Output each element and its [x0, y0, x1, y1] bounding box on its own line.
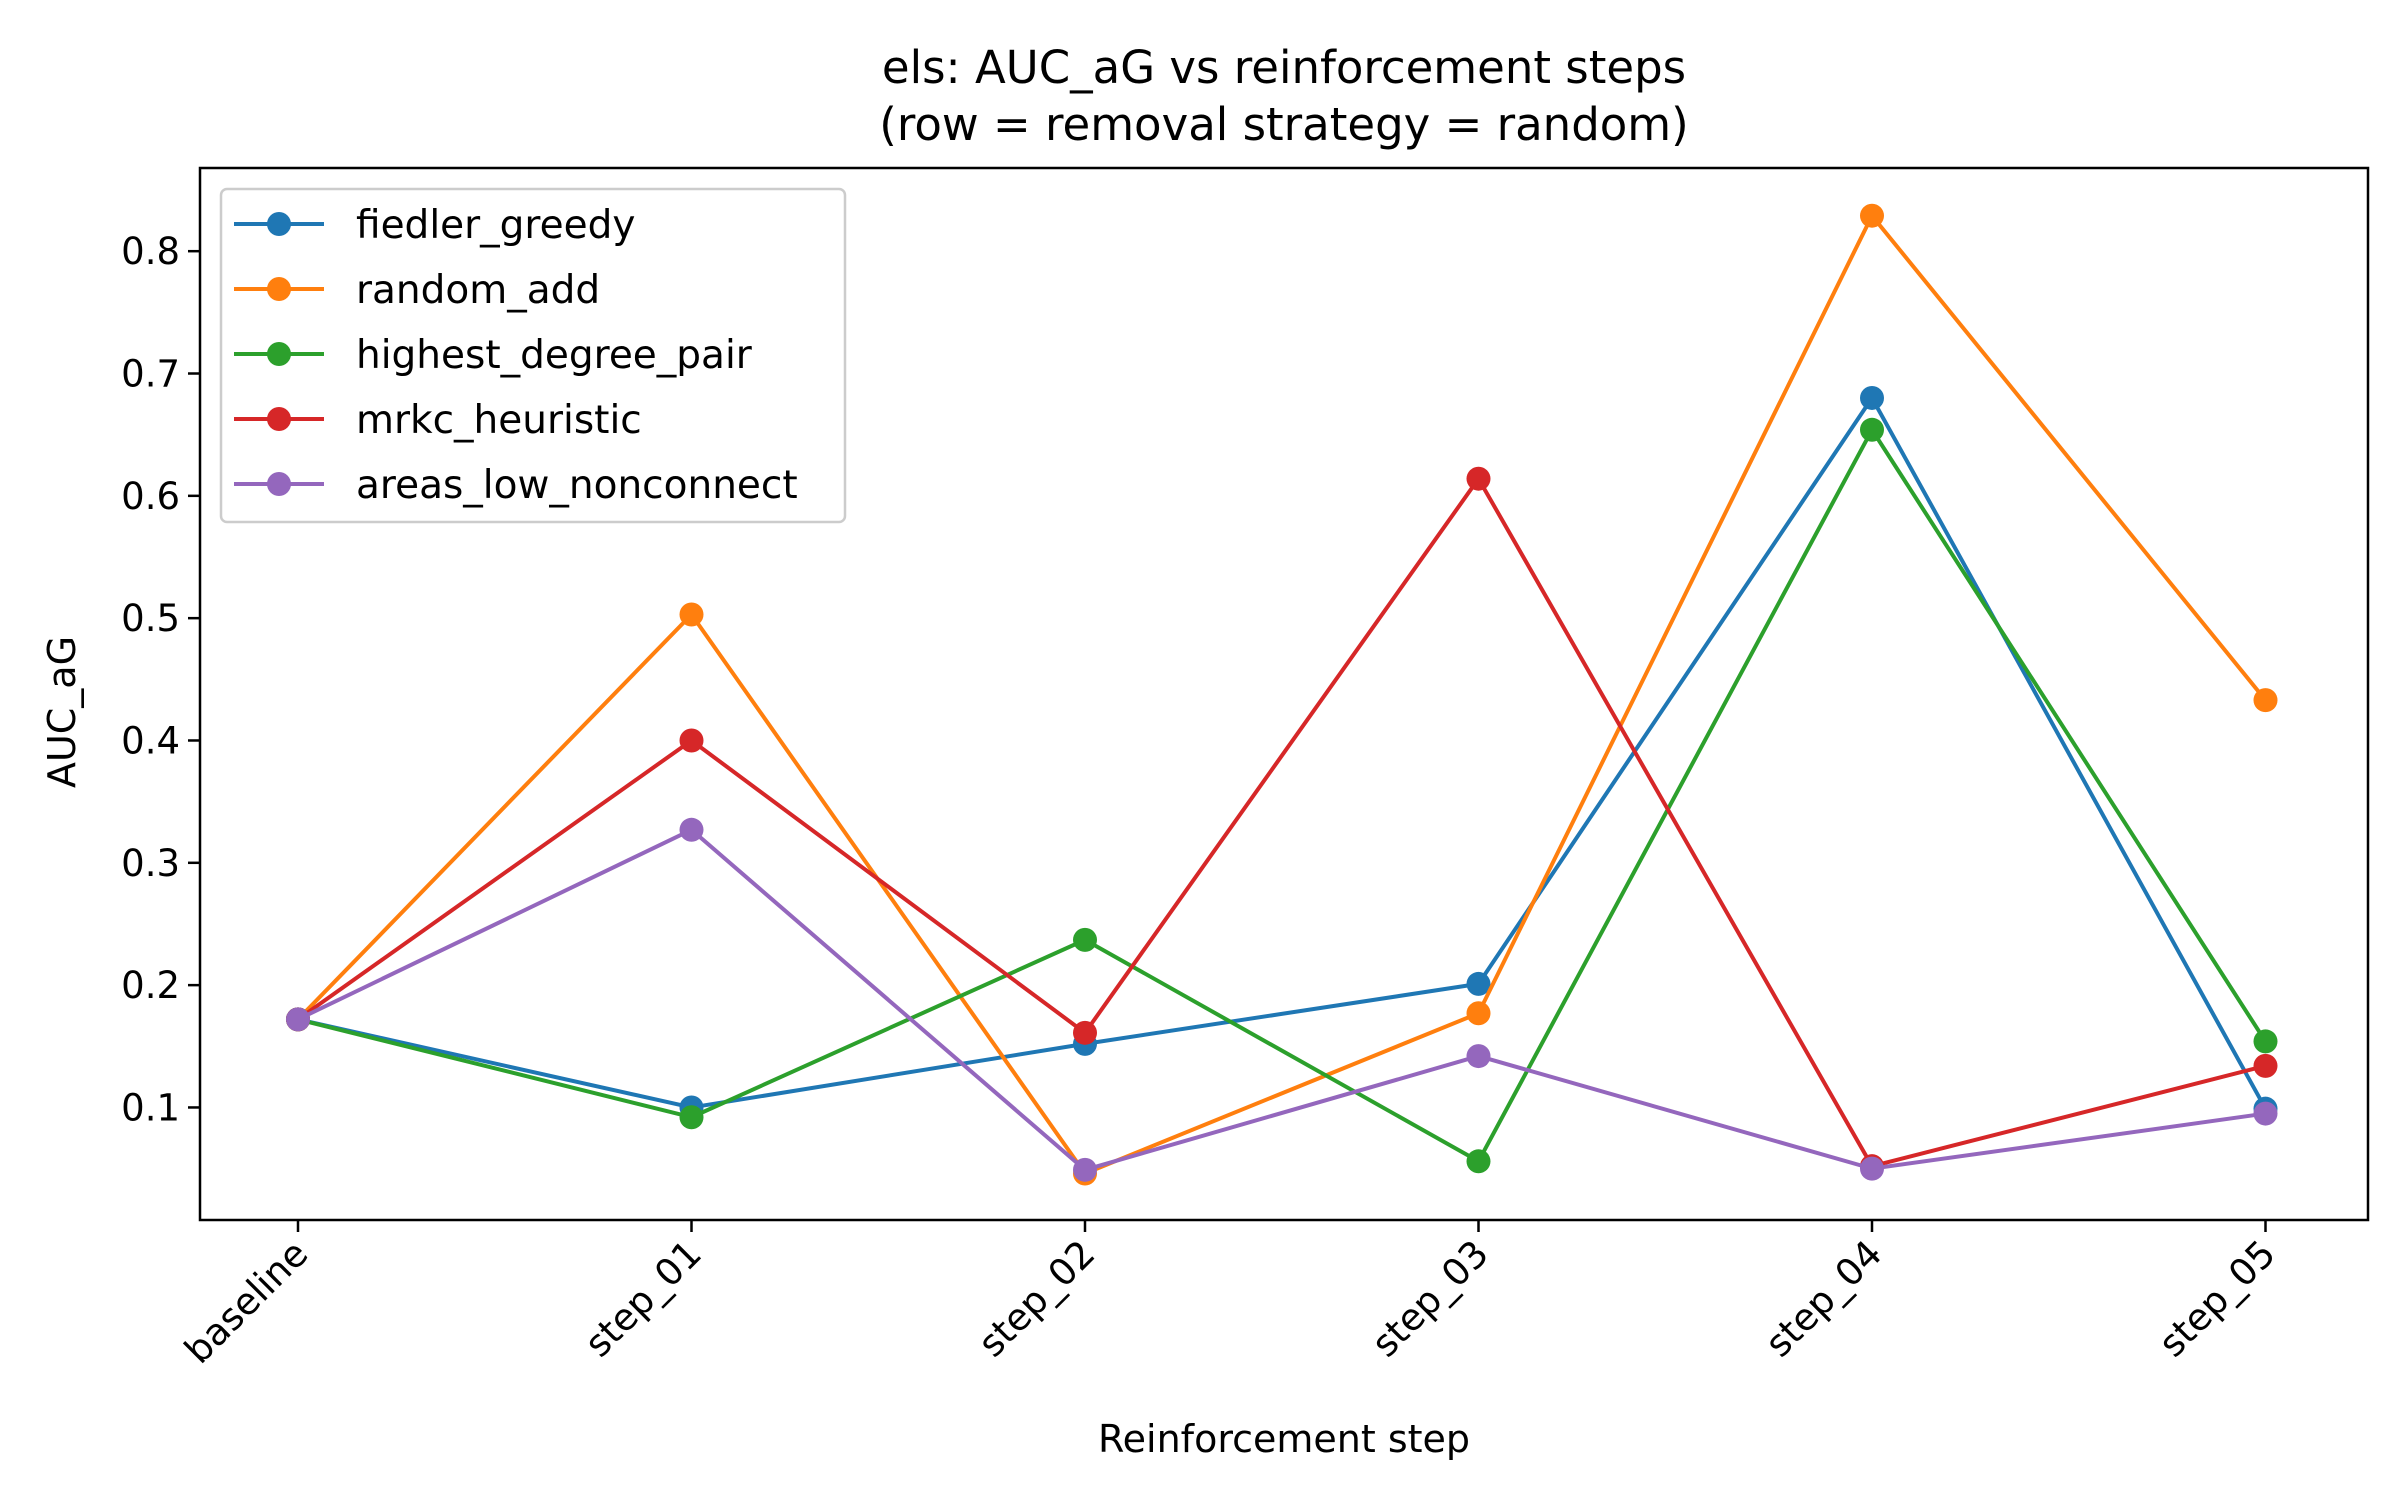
data-point	[1073, 1020, 1097, 1045]
data-point	[1073, 927, 1097, 952]
x-axis-label: Reinforcement step	[1098, 1417, 1470, 1461]
legend-item: random_add	[234, 268, 600, 313]
data-point	[679, 728, 704, 753]
series-areas_low_nonconnect	[286, 817, 2278, 1182]
y-tick-label: 0.1	[121, 1086, 180, 1129]
series-line	[297, 827, 2266, 1172]
y-tick-label: 0.6	[121, 475, 180, 518]
y-tick-label: 0.5	[121, 597, 180, 640]
legend-marker	[267, 472, 291, 496]
data-point	[1466, 1001, 1491, 1026]
legend-marker	[267, 212, 291, 236]
series-line	[297, 395, 2268, 1110]
data-point	[679, 817, 704, 842]
legend-item: areas_low_nonconnect	[234, 463, 798, 508]
series-line	[296, 213, 2268, 1176]
data-point	[2253, 1029, 2278, 1054]
chart-title: els: AUC_aG vs reinforcement steps	[882, 41, 1686, 94]
data-point	[1860, 385, 1884, 410]
data-point	[2253, 1101, 2278, 1126]
legend-marker	[267, 407, 291, 431]
data-point	[1466, 466, 1491, 491]
data-point	[1860, 203, 1884, 228]
legend-item: highest_degree_pair	[234, 333, 753, 378]
data-point	[679, 1105, 704, 1130]
y-tick-label: 0.8	[121, 230, 180, 273]
data-point	[286, 1007, 310, 1032]
y-tick-label: 0.2	[121, 964, 180, 1007]
legend: fiedler_greedy random_add highest_degree_p…	[219, 187, 847, 524]
data-point	[2253, 1053, 2278, 1078]
plot-frame	[198, 166, 2370, 1222]
legend-marker	[267, 277, 291, 301]
y-tick-label: 0.7	[121, 353, 180, 396]
legend-item: mrkc_heuristic	[234, 398, 642, 443]
legend-label: areas_low_nonconnect	[356, 463, 798, 508]
series-line	[297, 427, 2268, 1164]
series-line	[296, 476, 2266, 1169]
y-tick-label: 0.4	[121, 719, 180, 762]
data-point	[1466, 971, 1491, 996]
data-point	[1073, 1157, 1097, 1182]
chart-subtitle: (row = removal strategy = random)	[879, 98, 1688, 151]
data-point	[1466, 1149, 1491, 1174]
y-tick-label: 0.3	[121, 842, 180, 885]
legend-marker	[267, 342, 291, 366]
legend-label: fiedler_greedy	[356, 203, 635, 248]
data-point	[1860, 417, 1884, 442]
legend-label: random_add	[356, 268, 600, 313]
series-group	[286, 203, 2278, 1186]
data-point	[679, 602, 704, 627]
legend-label: highest_degree_pair	[356, 333, 753, 378]
legend-label: mrkc_heuristic	[356, 398, 642, 443]
legend-box	[219, 187, 847, 524]
data-point	[2253, 688, 2278, 713]
y-axis-label: AUC_aG	[40, 636, 84, 788]
data-point	[1466, 1044, 1491, 1069]
legend-item: fiedler_greedy	[234, 203, 635, 248]
data-point	[1860, 1156, 1884, 1181]
